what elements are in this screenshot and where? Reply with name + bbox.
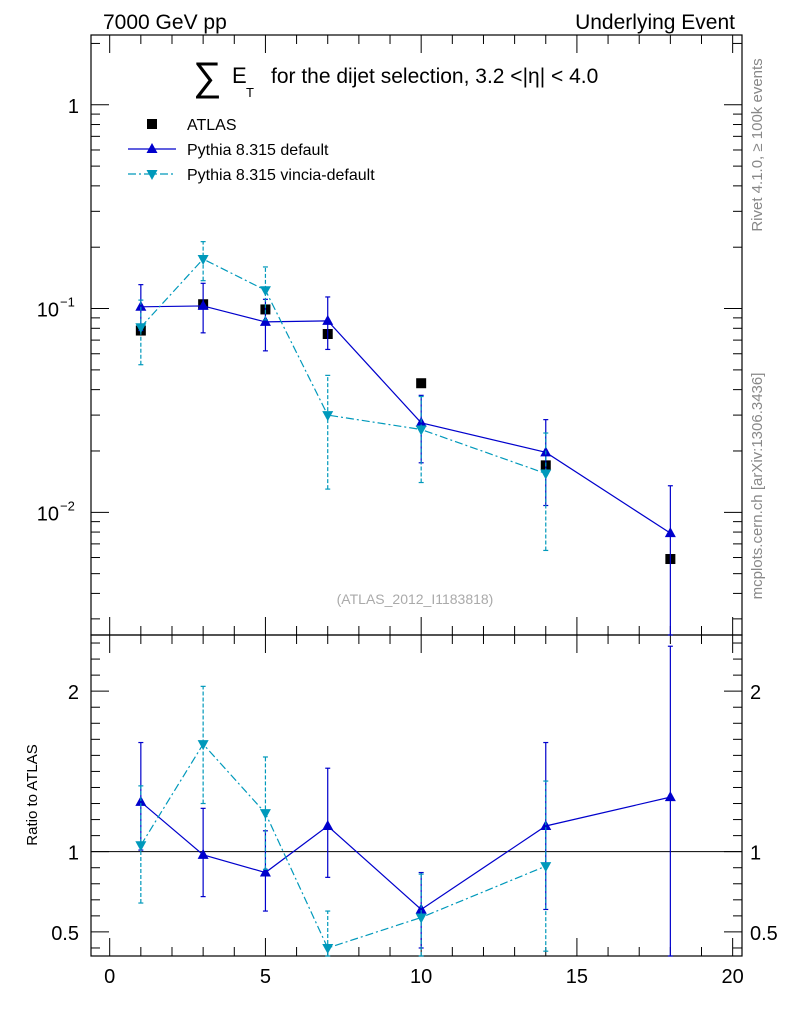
ratio-ytick-label-right: 0.5: [750, 923, 778, 945]
title-rest: for the dijet selection, 3.2 <|η| < 4.0: [271, 65, 598, 88]
ratio-ytick-label-right: 2: [750, 682, 761, 704]
xtick-label: 20: [722, 966, 744, 988]
main-panel-series: [135, 241, 676, 636]
main-point: [259, 286, 271, 297]
ratio-series-line: [140, 796, 671, 911]
xtick-label: 0: [104, 966, 115, 988]
ratio-ytick-label-right: 1: [750, 843, 761, 865]
legend-marker: [146, 143, 158, 153]
analysis-watermark: (ATLAS_2012_I1183818): [337, 591, 494, 607]
ratio-point: [197, 848, 209, 859]
ratio-point: [540, 862, 552, 873]
xtick-label: 5: [260, 966, 271, 988]
ratio-panel-frame: [90, 634, 743, 957]
legend-entry-0: ATLAS: [147, 117, 237, 134]
main-point: [135, 323, 147, 334]
title-t-sub: T: [246, 85, 254, 100]
legend-label: ATLAS: [187, 117, 237, 134]
main-ytick-label: 10: [37, 300, 59, 322]
main-ytick-label-exp: −1: [60, 295, 75, 310]
header-left: 7000 GeV pp: [103, 11, 227, 34]
main-point: [416, 378, 427, 389]
main-point: [259, 315, 271, 326]
xtick-label: 10: [410, 966, 432, 988]
legend-entry-2: Pythia 8.315 vincia-default: [128, 167, 375, 184]
main-point: [197, 255, 209, 266]
main-point: [197, 299, 209, 310]
ratio-point: [259, 809, 271, 820]
main-point: [322, 411, 334, 422]
main-ytick-label: 1: [68, 96, 79, 118]
ratio-point: [322, 819, 334, 830]
ratio-point: [415, 913, 427, 924]
legend-marker: [146, 170, 158, 180]
legend-entry-1: Pythia 8.315 default: [128, 142, 329, 159]
ratio-point: [135, 841, 147, 852]
ratio-point: [259, 866, 271, 877]
xtick-label: 15: [566, 966, 588, 988]
ratio-ytick-label-left: 1: [68, 843, 79, 865]
plot-title: ∑ E T for the dijet selection, 3.2 <|η| …: [193, 55, 598, 100]
main-ytick-label: 10: [37, 503, 59, 525]
title-sum-symbol: ∑: [193, 55, 222, 99]
legend-label: Pythia 8.315 vincia-default: [187, 167, 375, 184]
main-series-0: [135, 299, 676, 565]
legend-marker: [147, 119, 157, 129]
main-point: [322, 314, 334, 325]
ratio-point: [415, 903, 427, 914]
ratio-ytick-label-left: 0.5: [51, 923, 79, 945]
main-panel-ticks: 110−110−2: [37, 35, 742, 635]
legend-label: Pythia 8.315 default: [187, 142, 329, 159]
ratio-ytick-label-left: 2: [68, 682, 79, 704]
ratio-panel-series: [135, 645, 676, 957]
ratio-point: [322, 943, 334, 954]
main-series-line: [140, 258, 546, 475]
legend: ATLAS Pythia 8.315 default Pythia 8.315 vi…: [128, 117, 375, 184]
ratio-series-line: [140, 743, 546, 949]
main-series-line: [140, 305, 671, 534]
main-series-1: [135, 282, 676, 636]
main-point: [135, 300, 147, 311]
header-right: Underlying Event: [575, 11, 735, 34]
ratio-ylabel: Ratio to ATLAS: [24, 744, 41, 845]
main-point: [540, 469, 552, 480]
main-ytick-label-exp: −2: [60, 498, 75, 513]
mcplots-label: mcplots.cern.ch [arXiv:1306.3436]: [749, 373, 766, 600]
ratio-point: [197, 740, 209, 751]
title-e: E: [232, 63, 247, 88]
main-point: [415, 425, 427, 436]
ratio-series-1: [135, 685, 552, 957]
ratio-point: [664, 791, 676, 802]
main-point: [664, 527, 676, 538]
ratio-series-0: [135, 645, 676, 957]
main-series-2: [135, 241, 552, 552]
ratio-panel-ticks: 0.5 0.51 12 20 5 10 15 20: [51, 635, 778, 988]
rivet-label: Rivet 4.1.0, ≥ 100k events: [749, 58, 766, 231]
